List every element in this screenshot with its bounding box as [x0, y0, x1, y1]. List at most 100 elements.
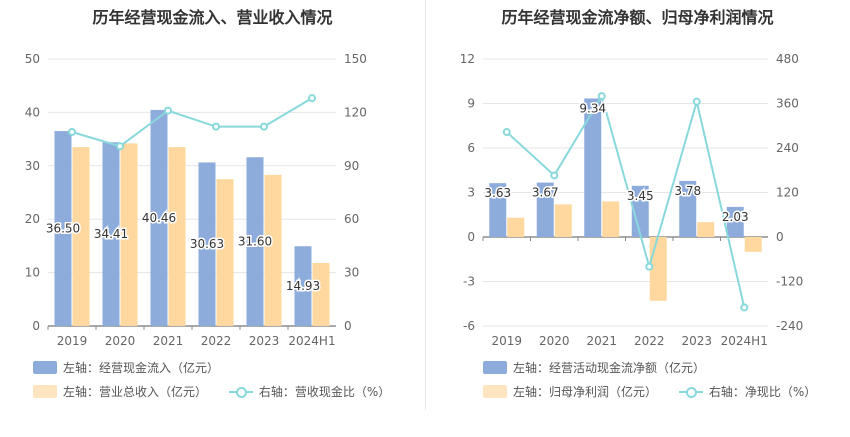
- legend-swatch: [33, 361, 57, 374]
- y-tick-label-left: 0: [467, 230, 475, 244]
- x-tick-label: 2020: [539, 334, 570, 348]
- x-tick-label: 2024H1: [721, 334, 768, 348]
- bar-primary: [536, 182, 554, 237]
- bar-primary: [631, 185, 649, 237]
- data-label: 3.45: [627, 189, 654, 203]
- y-tick-label-left: -6: [463, 319, 475, 333]
- line-point: [116, 142, 124, 151]
- chart-plot: -6 -3 0 3 6 9 12 -240 -120 0 120 240 360 480 2019 2020 2…: [460, 52, 804, 348]
- y-tick-label-right: 30: [344, 266, 359, 280]
- y-tick-label-right: 120: [776, 186, 799, 200]
- bar-primary: [102, 142, 120, 326]
- x-tick-label: 2019: [491, 334, 522, 348]
- line-point: [645, 262, 654, 271]
- legend-item[interactable]: 左轴：经营现金流入（亿元）: [33, 359, 219, 376]
- y-tick-label-left: 3: [467, 186, 475, 200]
- data-label: 3.63: [484, 186, 511, 200]
- x-tick-label: 2023: [249, 334, 280, 348]
- data-label: 3.78: [674, 184, 701, 198]
- line-point: [164, 106, 172, 115]
- legend-item[interactable]: 左轴：归母净利润（亿元）: [483, 383, 657, 400]
- line-point: [740, 303, 749, 312]
- bar-secondary: [216, 179, 234, 326]
- bar-primary: [150, 109, 168, 326]
- legend-line-swatch: [678, 385, 703, 398]
- line-series: [71, 97, 313, 148]
- bar-secondary: [602, 201, 620, 237]
- bar-secondary: [554, 204, 572, 237]
- y-tick-label-right: 480: [776, 52, 799, 66]
- chart-title: 历年经营现金流入、营业收入情况: [92, 8, 333, 27]
- legend-item[interactable]: 左轴：营业总收入（亿元）: [33, 383, 207, 400]
- y-tick-label-left: -3: [463, 275, 475, 289]
- legend-label: 左轴：经营活动现金流净额（亿元）: [513, 361, 706, 375]
- y-tick-label-right: -240: [776, 319, 803, 333]
- bar-primary: [198, 162, 216, 326]
- bar-secondary: [168, 147, 186, 326]
- bar-secondary: [264, 174, 282, 326]
- legend-label: 左轴：经营现金流入（亿元）: [63, 361, 220, 375]
- chart-title: 历年经营现金流净额、归母净利润情况: [501, 8, 774, 27]
- bar-primary: [726, 206, 744, 237]
- y-tick-label-left: 6: [467, 141, 475, 155]
- legend-row-2: 左轴：营业总收入（亿元） 右轴：营收现金比（%）: [33, 383, 408, 401]
- legend-row-1: 左轴：经营现金流入（亿元）: [33, 359, 237, 377]
- legend-swatch: [483, 385, 507, 398]
- legend-label: 右轴：营收现金比（%）: [258, 385, 391, 399]
- y-tick-label-right: 240: [776, 141, 799, 155]
- line-point: [260, 122, 268, 131]
- legend-row-1: 左轴：经营活动现金流净额（亿元）: [483, 359, 723, 377]
- x-tick-label: 2023: [681, 334, 712, 348]
- legend-row-2: 左轴：归母净利润（亿元） 右轴：净现比（%）: [483, 383, 834, 401]
- y-tick-label-right: -120: [776, 275, 803, 289]
- bar-secondary: [72, 147, 90, 326]
- legend-label: 右轴：净现比（%）: [708, 385, 817, 399]
- y-tick-label-left: 30: [25, 159, 40, 173]
- x-tick-label: 2019: [57, 334, 88, 348]
- data-label: 30.63: [190, 237, 224, 251]
- line-point: [692, 97, 701, 106]
- bar-secondary: [120, 143, 138, 326]
- data-label: 40.46: [142, 211, 176, 225]
- x-tick-label: 2024H1: [288, 334, 335, 348]
- line-point: [308, 94, 316, 103]
- data-label: 14.93: [286, 279, 320, 293]
- data-label: 31.60: [238, 235, 272, 249]
- chart-panel-cash-inflow: 历年经营现金流入、营业收入情况 0 10 20 30 40 50 0 30 60 90 120 150…: [25, 8, 408, 401]
- data-label: 36.50: [46, 222, 80, 236]
- legend-label: 左轴：营业总收入（亿元）: [63, 385, 208, 399]
- x-tick-label: 2022: [201, 334, 232, 348]
- data-label: 2.03: [722, 210, 749, 224]
- y-tick-label-left: 9: [467, 97, 475, 111]
- bar-secondary: [697, 222, 715, 237]
- bar-secondary: [507, 217, 525, 237]
- chart-panel-net-cash: 历年经营现金流净额、归母净利润情况 -6 -3 0 3 6 9 12 -240 -120 0 120…: [425, 0, 850, 437]
- bar-secondary: [312, 262, 330, 326]
- y-tick-label-right: 60: [344, 212, 359, 226]
- bar-primary: [246, 157, 264, 326]
- line-point: [212, 122, 220, 131]
- x-tick-label: 2021: [153, 334, 184, 348]
- y-tick-label-left: 50: [25, 52, 40, 66]
- legend-item[interactable]: 右轴：营收现金比（%）: [228, 383, 391, 400]
- legend-item[interactable]: 左轴：经营活动现金流净额（亿元）: [483, 359, 705, 376]
- y-tick-label-right: 0: [776, 230, 784, 244]
- line-point: [502, 128, 511, 137]
- y-tick-label-right: 90: [344, 159, 359, 173]
- y-tick-label-right: 0: [344, 319, 352, 333]
- line-series: [506, 93, 746, 308]
- chart-plot: 0 10 20 30 40 50 0 30 60 90 120 150 2019 2020 2021 2022…: [25, 52, 367, 348]
- data-label: 9.34: [579, 101, 606, 115]
- data-label: 3.67: [532, 186, 559, 200]
- y-tick-label-left: 20: [25, 212, 40, 226]
- legend-item[interactable]: 右轴：净现比（%）: [678, 383, 817, 400]
- y-tick-label-right: 120: [344, 105, 367, 119]
- line-point: [68, 127, 76, 136]
- x-tick-label: 2021: [586, 334, 617, 348]
- y-tick-label-left: 10: [25, 266, 40, 280]
- y-tick-label-right: 360: [776, 97, 799, 111]
- x-tick-label: 2020: [105, 334, 136, 348]
- legend-swatch: [483, 361, 507, 374]
- x-tick-label: 2022: [634, 334, 665, 348]
- y-tick-label-left: 12: [460, 52, 475, 66]
